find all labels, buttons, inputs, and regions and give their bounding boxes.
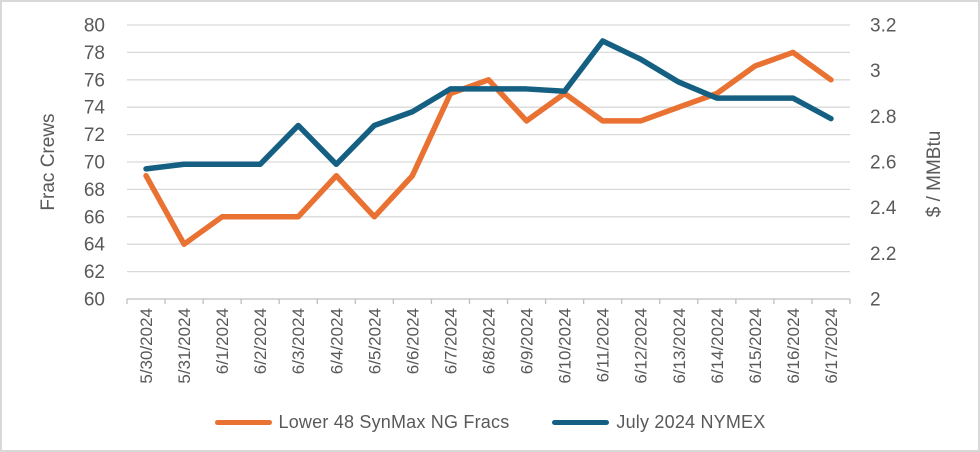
legend-swatch-nymex [552, 419, 610, 425]
legend-label-fracs: Lower 48 SynMax NG Fracs [278, 411, 510, 432]
legend-swatch-fracs [214, 419, 272, 425]
right-axis-tick-label: 2 [870, 290, 881, 311]
left-axis-tick-label: 66 [84, 207, 105, 228]
right-axis-tick-label: 2.2 [870, 244, 896, 265]
x-axis-date-label: 6/12/2024 [632, 308, 651, 384]
series-line-fracs [143, 49, 834, 247]
right-axis-tick-label: 2.8 [870, 107, 896, 128]
x-axis-date-label: 6/10/2024 [556, 308, 575, 384]
x-axis-date-label: 6/9/2024 [518, 308, 537, 374]
x-axis-date-label: 6/11/2024 [594, 308, 613, 382]
right-axis-title: $ / MMBtu [924, 131, 945, 218]
x-axis-date-label: 6/14/2024 [708, 308, 727, 384]
right-axis-tick-label: 2.6 [870, 153, 896, 174]
x-axis-date-label: 5/30/2024 [137, 308, 156, 384]
dual-axis-line-chart: 80 78 76 74 72 70 68 66 64 62 60 3.2 3 2.8 2.6 2.4 2.2 2 5… [38, 16, 945, 384]
right-axis-tick-label: 3.2 [870, 16, 896, 37]
x-axis-date-label: 6/8/2024 [480, 308, 499, 374]
left-axis-tick-label: 76 [84, 70, 105, 91]
legend-label-nymex: July 2024 NYMEX [616, 411, 766, 432]
left-axis-tick-label: 78 [84, 43, 105, 64]
left-axis-tick-label: 80 [84, 16, 105, 37]
right-axis-tick-label: 2.4 [870, 198, 897, 219]
x-axis-date-label: 6/3/2024 [289, 308, 308, 374]
x-axis-date-label: 6/7/2024 [441, 308, 460, 374]
left-axis-tick-label: 62 [84, 262, 105, 283]
x-axis-date-label: 6/1/2024 [213, 308, 232, 374]
left-axis-tick-label: 72 [84, 125, 105, 146]
x-axis-date-label: 6/16/2024 [784, 308, 803, 384]
x-axis-date-label: 5/31/2024 [175, 308, 194, 384]
right-axis-tick-label: 3 [870, 61, 881, 82]
legend-item-fracs: Lower 48 SynMax NG Fracs [214, 411, 510, 433]
chart-legend: Lower 48 SynMax NG Fracs July 2024 NYMEX [2, 400, 978, 444]
x-axis-date-label: 6/4/2024 [327, 308, 346, 374]
legend-item-nymex: July 2024 NYMEX [552, 412, 765, 433]
x-axis-date-label: 6/2/2024 [251, 308, 270, 374]
left-axis-tick-label: 68 [84, 180, 105, 201]
x-axis-date-label: 6/6/2024 [403, 308, 422, 374]
left-axis-tick-label: 60 [84, 290, 105, 311]
left-axis-tick-label: 64 [84, 235, 106, 256]
left-axis-tick-label: 70 [84, 153, 105, 174]
left-axis-tick-label: 74 [84, 98, 106, 119]
x-axis-date-label: 6/5/2024 [365, 308, 384, 374]
x-axis-date-label: 6/17/2024 [822, 308, 841, 384]
series-line-nymex [143, 38, 834, 172]
left-axis-title: Frac Crews [38, 113, 59, 210]
x-axis-date-label: 6/13/2024 [670, 308, 689, 384]
x-axis-date-label: 6/15/2024 [746, 308, 765, 384]
